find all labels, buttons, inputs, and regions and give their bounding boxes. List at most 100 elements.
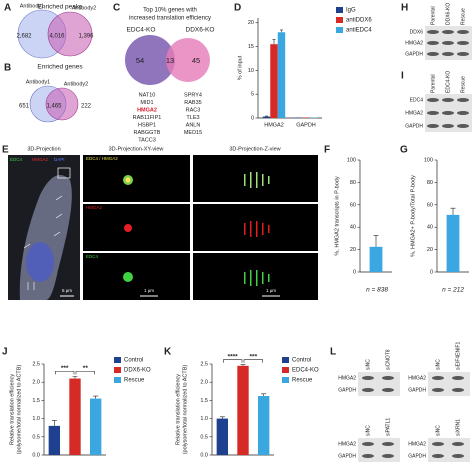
panel-label: A	[4, 3, 11, 14]
y-tick-label: 0.0	[200, 452, 208, 458]
panel-label: L	[330, 347, 336, 358]
panel-label: G	[400, 145, 408, 156]
y-axis-label: (polysome/total normalized to ACTB)	[182, 365, 188, 455]
venn-set-label: Antibody2	[72, 5, 96, 11]
blot	[428, 438, 470, 462]
bar	[270, 44, 278, 118]
lane-label: DDX6-KO	[445, 3, 451, 25]
y-tick-label: 2.5	[200, 361, 208, 367]
band	[362, 376, 374, 380]
lane-label: EDC4-KO	[445, 71, 451, 93]
y-tick-label: 15	[248, 44, 254, 50]
legend-swatch	[336, 7, 343, 13]
error-bar	[261, 393, 267, 397]
legend-label: IgG	[346, 8, 356, 14]
band	[432, 388, 444, 392]
legend-label: Control	[292, 358, 311, 364]
legend-swatch	[114, 367, 121, 373]
y-tick-label: 10	[248, 68, 254, 74]
gene: TACC3	[138, 137, 156, 143]
y-tick-label: 40	[350, 225, 356, 231]
error-bar	[240, 364, 246, 366]
band	[382, 442, 394, 446]
image-header: 3D-Projection-Z-view	[229, 146, 280, 152]
gene: RAB11FIP1	[133, 115, 162, 121]
y-tick-label: 0.0	[32, 452, 40, 458]
row-label: HMGA2	[408, 441, 426, 447]
bar	[262, 116, 271, 118]
venn-title: increased translation efficiency	[129, 16, 211, 22]
row-label: EDC4 / HMGA2	[86, 156, 118, 161]
lane-label: Parental	[430, 74, 436, 93]
bar	[216, 418, 229, 455]
lane-label: siNC	[435, 359, 441, 370]
legend-label: EDC4-KO	[292, 368, 319, 374]
error-bar	[272, 39, 276, 45]
y-tick-label: 0	[251, 115, 254, 121]
venn-count: 45	[192, 56, 200, 65]
legend-swatch	[336, 17, 343, 23]
y-axis-label: Relative translation efficiency	[175, 374, 181, 445]
significance-bracket	[75, 371, 95, 375]
gene: RAB35	[184, 100, 201, 106]
band	[452, 388, 464, 392]
error-bar	[279, 29, 283, 33]
venn-set-label: EDC4-KO	[127, 27, 156, 34]
error-bar	[93, 395, 99, 399]
legend-label: antiDDX6	[346, 18, 372, 24]
row-label: GAPDH	[408, 453, 426, 459]
lane-label: siXRN1	[455, 419, 461, 436]
y-tick-label: 0.5	[32, 434, 40, 440]
scale-bar-label: 5 μm	[62, 288, 72, 293]
row-label: HMGA2	[86, 205, 103, 210]
venn-count: 1,396	[78, 34, 94, 40]
bar	[69, 378, 81, 455]
y-tick-label: 2.0	[32, 380, 40, 386]
band	[382, 376, 394, 380]
band	[452, 442, 464, 446]
gene: NAT10	[139, 92, 156, 98]
gene: RABGGTB	[134, 130, 161, 136]
band	[427, 111, 439, 115]
error-bar	[51, 420, 57, 426]
band	[362, 454, 374, 458]
legend-swatch	[114, 357, 121, 363]
y-tick-label: 2.0	[200, 380, 208, 386]
significance-bracket	[243, 359, 263, 363]
legend-swatch	[114, 377, 121, 383]
y-tick-label: 20	[248, 20, 254, 26]
significance-label: **	[83, 365, 89, 372]
legend-swatch	[282, 357, 289, 363]
band	[442, 124, 454, 128]
band	[442, 98, 454, 102]
scale-bar-label: 1 μm	[144, 288, 154, 293]
band	[427, 98, 439, 102]
venn-count: 4,016	[49, 34, 65, 40]
gene: TLE3	[186, 115, 199, 121]
legend-label: Rescue	[292, 378, 313, 384]
row-label: HMGA2	[405, 40, 423, 46]
panel-label: J	[2, 347, 8, 358]
y-axis-label: Relative translation efficiency	[9, 374, 15, 445]
significance-bracket	[223, 359, 243, 363]
panel-label: H	[401, 3, 408, 14]
venn-count: 222	[81, 104, 92, 110]
blot	[358, 438, 400, 462]
band	[442, 30, 454, 34]
lane-label: siCNOT8	[385, 349, 391, 370]
legend-label: antiEDC4	[346, 28, 372, 34]
band	[442, 52, 454, 56]
significance-bracket	[55, 371, 75, 375]
y-tick-label: 1.5	[200, 398, 208, 404]
y-tick-label: 60	[427, 202, 433, 208]
band	[442, 41, 454, 45]
band	[427, 124, 439, 128]
bar	[257, 396, 270, 455]
y-axis-label: %, HMGA2+ P-body/Total P-body	[410, 175, 416, 257]
channel-label: HMGA2	[32, 157, 49, 162]
band	[427, 41, 439, 45]
band	[457, 30, 469, 34]
y-tick-label: 40	[427, 225, 433, 231]
gene: HSBP1	[138, 122, 156, 128]
